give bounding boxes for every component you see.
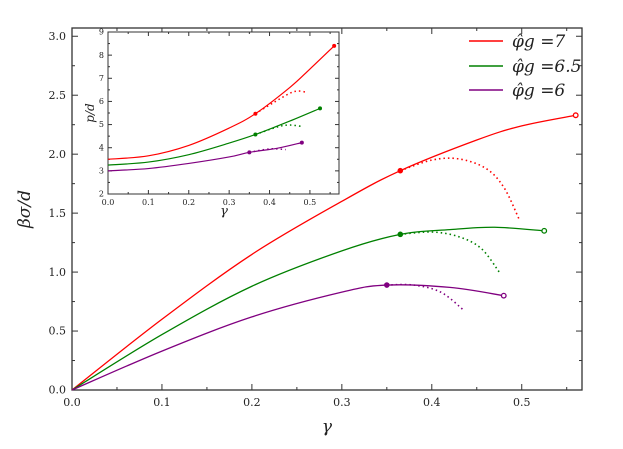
main-series-2-solid-line — [71, 284, 504, 391]
main-series-1-filled-marker — [397, 231, 404, 238]
inset-y-tick-label: 3 — [99, 167, 104, 176]
inset-y-tick-label: 6 — [99, 97, 104, 106]
main-x-tick-label: 0.2 — [243, 396, 261, 409]
main-y-tick-label: 1.0 — [49, 266, 67, 279]
main-x-tick-label: 0.5 — [513, 396, 531, 409]
inset-x-tick-label: 0.5 — [304, 198, 317, 207]
inset-series-0-filled-marker — [253, 111, 258, 116]
main-x-tick-label: 0.1 — [153, 396, 171, 409]
inset-y-axis-label: p/d — [83, 103, 97, 123]
main-y-tick-label: 2.0 — [49, 148, 67, 161]
inset-x-tick-label: 0.0 — [102, 198, 115, 207]
inset-series-1-filled-marker — [253, 132, 258, 137]
inset-series-0-dotted-line — [255, 90, 307, 115]
main-y-tick-label: 3.0 — [49, 30, 67, 43]
main-y-axis-label: βσ/d — [15, 190, 35, 229]
inset-series-1-solid-line — [107, 107, 321, 166]
inset-y-tick-label: 9 — [99, 28, 104, 37]
inset-series-2-filled-marker — [247, 150, 252, 155]
main-x-tick-label: 0.4 — [423, 396, 441, 409]
main-series-1-dotted-line — [400, 231, 500, 273]
main-series-1-open-marker — [541, 227, 548, 234]
inset-series-2-end-marker — [299, 140, 304, 145]
main-series-0-filled-marker — [397, 167, 404, 174]
inset-x-tick-label: 0.2 — [182, 198, 195, 207]
main-x-axis-label: γ — [322, 417, 333, 437]
inset-x-tick-label: 0.1 — [142, 198, 155, 207]
inset-x-axis-label: γ — [220, 204, 228, 219]
main-y-tick-label: 2.5 — [49, 89, 67, 102]
main-series-0-open-marker — [572, 112, 579, 119]
main-series-0-dotted-line — [400, 157, 520, 220]
inset-x-tick-label: 0.4 — [263, 198, 276, 207]
inset-plot-frame — [107, 31, 340, 195]
main-y-tick-label: 1.5 — [49, 207, 67, 220]
main-x-tick-label: 0.0 — [63, 396, 81, 409]
legend-label-0: φ̂g =7 — [512, 32, 565, 52]
legend-label-1: φ̂g =6.5 — [512, 57, 581, 77]
main-series-2-dotted-line — [386, 283, 464, 311]
inset-y-tick-label: 8 — [99, 51, 104, 60]
main-series-1-solid-line — [71, 226, 545, 391]
main-y-tick-label: 0.5 — [49, 325, 67, 338]
legend-label-2: φ̂g =6 — [512, 81, 565, 101]
inset-series-1-end-marker — [318, 106, 323, 111]
inset-series-2-dotted-line — [249, 148, 286, 154]
inset-y-tick-label: 7 — [99, 74, 104, 83]
main-series-0-solid-line — [71, 114, 576, 391]
inset-y-tick-label: 4 — [99, 143, 104, 152]
inset-y-tick-label: 2 — [99, 190, 104, 199]
main-series-2-open-marker — [500, 292, 507, 299]
inset-y-tick-label: 5 — [99, 120, 104, 129]
main-x-tick-label: 0.3 — [333, 396, 351, 409]
inset-series-0-end-marker — [332, 43, 337, 48]
inset-series-0-solid-line — [107, 45, 335, 160]
inset-x-tick-label: 0.3 — [223, 198, 236, 207]
main-y-tick-label: 0.0 — [49, 384, 67, 397]
main-series-2-filled-marker — [384, 282, 390, 288]
